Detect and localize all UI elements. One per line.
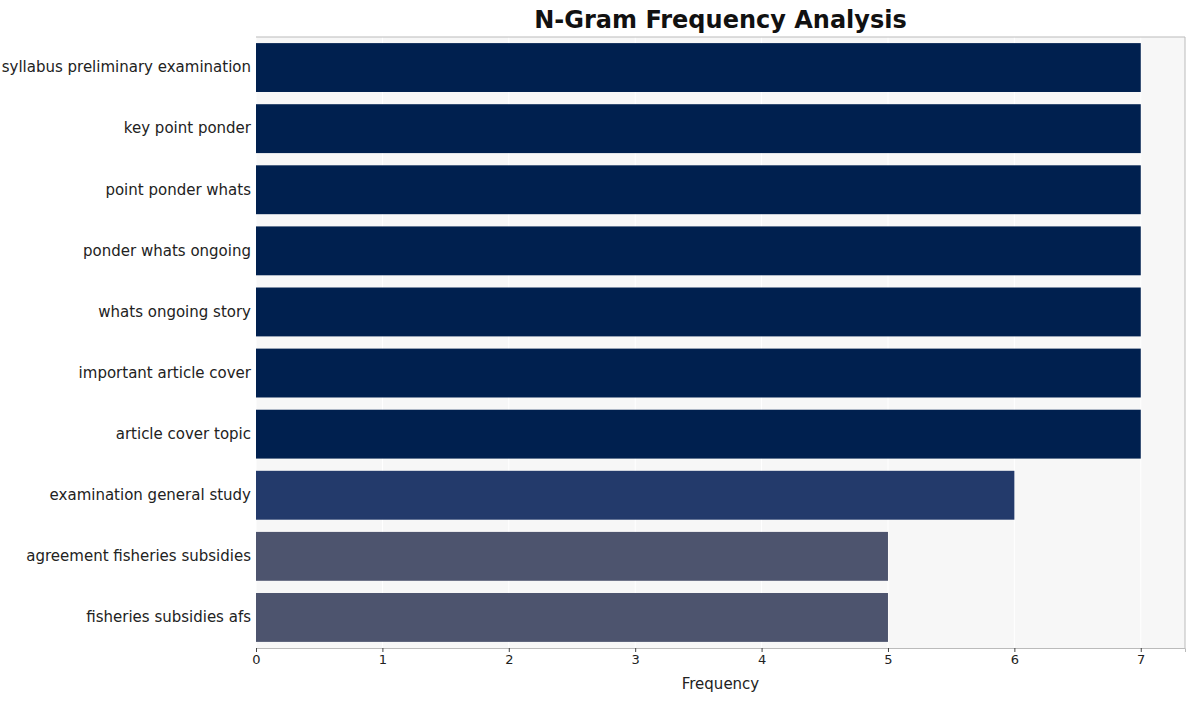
bar [256, 288, 1141, 337]
title: N-Gram Frequency Analysis [534, 6, 907, 34]
bar [256, 410, 1141, 459]
x-axis: 0 1 2 3 4 5 6 7 [252, 648, 1185, 667]
tick-label: examination general study [50, 486, 252, 504]
bar [256, 532, 888, 581]
tick: 0 [252, 648, 260, 667]
tick-label: agreement fisheries subsidies [26, 547, 251, 565]
tick-label: point ponder whats [105, 181, 251, 199]
tick: fisheries subsidies afs [86, 608, 256, 626]
tick-label: 5 [884, 652, 892, 667]
tick-label: fisheries subsidies afs [86, 608, 251, 626]
frame [256, 37, 1185, 38]
tick-label: 6 [1011, 652, 1019, 667]
tick-label: 1 [379, 652, 387, 667]
bar [256, 43, 1141, 92]
tick-label: whats ongoing story [98, 303, 251, 321]
tick: point ponder whats [105, 181, 256, 199]
tick: 1 [379, 648, 387, 667]
tick: syllabus preliminary examination [2, 58, 256, 76]
bar [256, 349, 1141, 398]
plot-background [256, 37, 1185, 648]
grid [256, 37, 1141, 648]
x-axis-title: Frequency [682, 675, 760, 693]
tick-label: 0 [252, 652, 260, 667]
y-axis: syllabus preliminary examination key poin… [2, 58, 256, 626]
tick-label: 4 [758, 652, 766, 667]
frame [1185, 37, 1186, 648]
tick-label: key point ponder [124, 119, 252, 137]
bar [256, 165, 1141, 214]
tick-label: 2 [505, 652, 513, 667]
bar [256, 593, 888, 642]
tick: ponder whats ongoing [83, 242, 256, 260]
bars [256, 43, 1141, 642]
tick: whats ongoing story [98, 303, 256, 321]
tick-label: syllabus preliminary examination [2, 58, 251, 76]
tick-label: article cover topic [116, 425, 251, 443]
tick: article cover topic [116, 425, 256, 443]
plot: 0 1 2 3 4 5 6 7 syllabus preliminary examination… [2, 37, 1186, 667]
tick: 4 [758, 648, 766, 667]
bar [256, 471, 1014, 520]
tick: 6 [1011, 648, 1019, 667]
tick-label: 3 [632, 652, 640, 667]
tick-label: important article cover [79, 364, 252, 382]
tick: 5 [884, 648, 892, 667]
tick: examination general study [50, 486, 256, 504]
tick: important article cover [79, 364, 256, 382]
chart: 0 1 2 3 4 5 6 7 syllabus preliminary examination… [0, 0, 1195, 701]
tick-label: 7 [1137, 652, 1145, 667]
tick: 3 [632, 648, 640, 667]
tick: 7 [1137, 648, 1145, 667]
bar [256, 226, 1141, 275]
tick-label: ponder whats ongoing [83, 242, 251, 260]
tick: agreement fisheries subsidies [26, 547, 256, 565]
tick: 2 [505, 648, 513, 667]
bar [256, 104, 1141, 153]
tick: key point ponder [124, 119, 256, 137]
axis-line [257, 649, 1186, 653]
